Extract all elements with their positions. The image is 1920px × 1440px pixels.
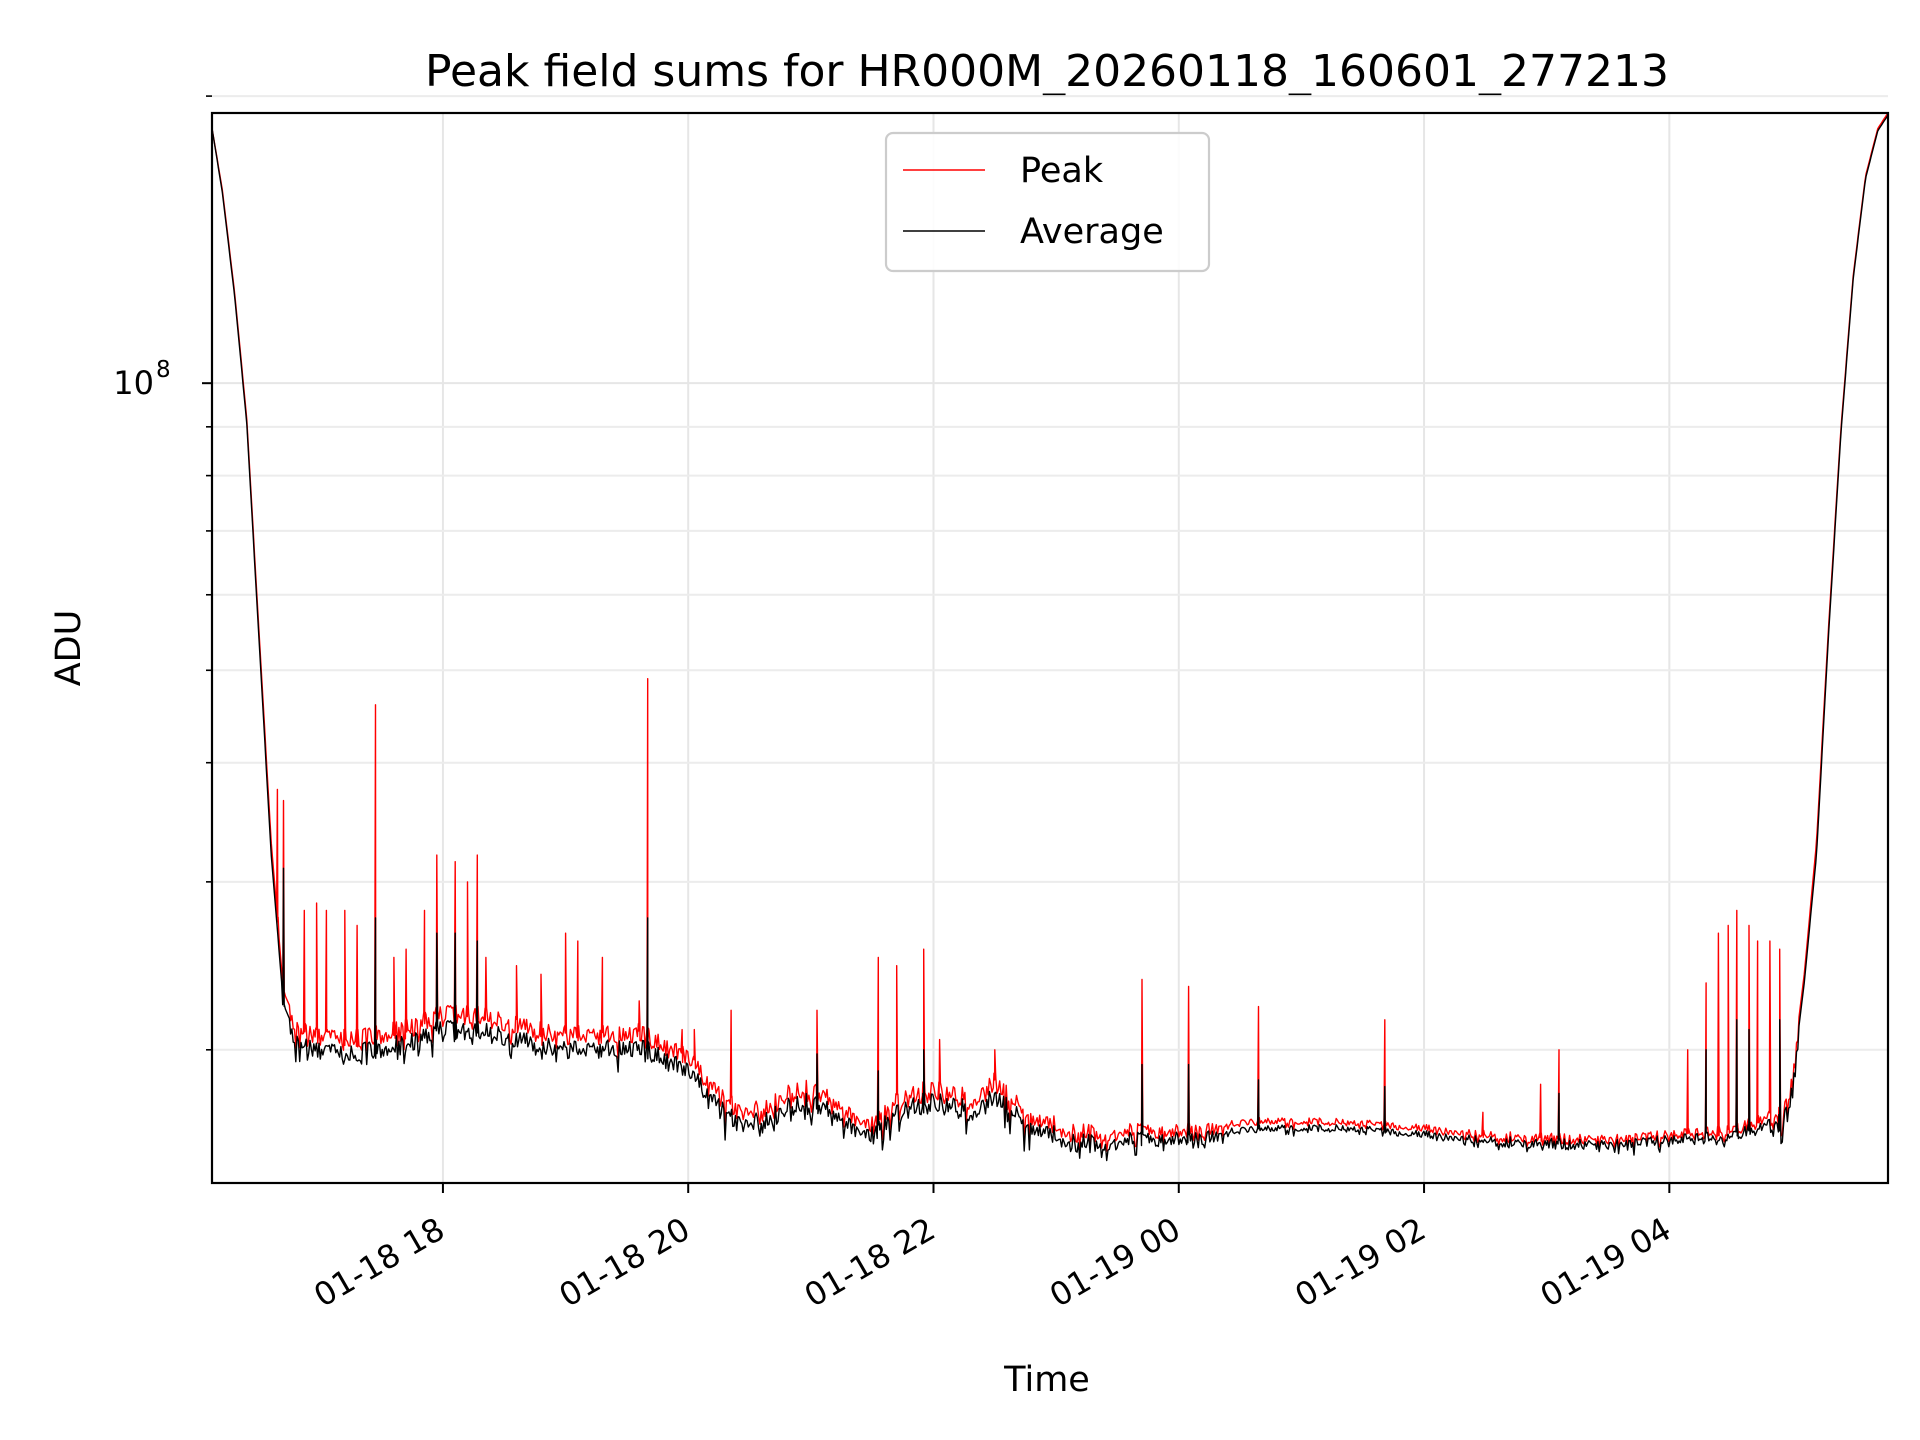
y-tick-exponent: 8 — [156, 357, 171, 383]
legend-box — [884, 131, 1211, 273]
series-line-average — [211, 114, 1889, 1162]
legend: Peak Average — [884, 131, 1211, 273]
series-line-peak — [211, 112, 1889, 1152]
chart-title: Peak field sums for HR000M_20260118_1606… — [425, 46, 1669, 97]
series-lines — [211, 112, 1889, 1162]
plot-area — [210, 95, 1890, 1185]
grid-lines — [212, 95, 1888, 1183]
x-axis-label: Time — [1003, 1360, 1090, 1400]
y-axis-label: ADU — [49, 610, 89, 687]
plot-frame — [210, 111, 1890, 1185]
y-tick-label: 10 — [113, 364, 154, 402]
legend-peak-label: Peak — [1020, 151, 1104, 191]
legend-average-label: Average — [1020, 212, 1164, 252]
plot-background — [212, 113, 1888, 1183]
